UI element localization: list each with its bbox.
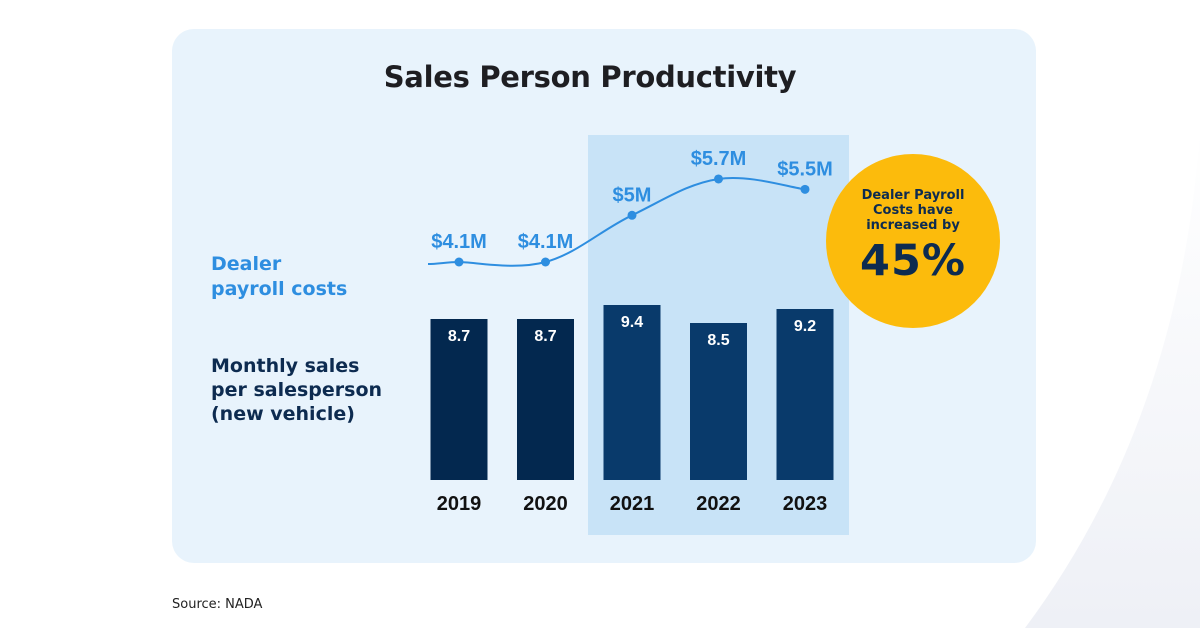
payroll-point-2019 bbox=[454, 257, 464, 267]
sales-label-line3: (new vehicle) bbox=[211, 403, 355, 425]
source-note: Source: NADA bbox=[172, 597, 263, 612]
payroll-value-label: $5M bbox=[613, 184, 652, 206]
bar-2023 bbox=[776, 309, 834, 480]
badge-caption: Dealer Payroll Costs have increased by bbox=[826, 188, 1000, 233]
bar-value-label: 8.7 bbox=[448, 328, 470, 345]
payroll-value-label: $4.1M bbox=[431, 231, 487, 253]
badge-line3: increased by bbox=[866, 218, 960, 233]
x-tick-label: 2019 bbox=[437, 493, 482, 515]
payroll-point-2022 bbox=[714, 174, 723, 184]
bar-2021 bbox=[603, 305, 661, 480]
badge-line2: Costs have bbox=[872, 203, 953, 218]
x-tick-label: 2020 bbox=[523, 493, 568, 515]
increase-badge: Dealer Payroll Costs have increased by 4… bbox=[826, 154, 1000, 328]
bar-value-label: 8.5 bbox=[707, 332, 729, 349]
sales-label-line1: Monthly sales bbox=[211, 355, 360, 377]
payroll-label-line1: Dealer bbox=[211, 253, 282, 275]
payroll-value-label: $4.1M bbox=[518, 231, 574, 253]
bar-2020 bbox=[517, 319, 574, 480]
x-tick-label: 2022 bbox=[696, 493, 741, 515]
payroll-point-2021 bbox=[627, 210, 637, 220]
payroll-point-2020 bbox=[541, 257, 550, 267]
sales-series-label: Monthly sales per salesperson (new vehic… bbox=[211, 354, 382, 426]
badge-line1: Dealer Payroll bbox=[861, 188, 965, 203]
payroll-value-label: $5.7M bbox=[691, 148, 747, 170]
sales-label-line2: per salesperson bbox=[211, 379, 383, 401]
bar-2019 bbox=[430, 319, 488, 480]
chart-title: Sales Person Productivity bbox=[383, 60, 797, 94]
bar-2022 bbox=[690, 323, 747, 480]
x-tick-label: 2021 bbox=[610, 493, 655, 515]
payroll-value-label: $5.5M bbox=[777, 158, 833, 180]
badge-percentage: 45% bbox=[860, 236, 966, 286]
payroll-series-label: Dealer payroll costs bbox=[211, 252, 347, 302]
bar-value-label: 9.2 bbox=[794, 318, 816, 335]
x-tick-label: 2023 bbox=[783, 493, 828, 515]
bar-value-label: 8.7 bbox=[534, 328, 556, 345]
payroll-point-2023 bbox=[800, 184, 810, 194]
payroll-label-line2: payroll costs bbox=[211, 278, 348, 300]
bar-value-label: 9.4 bbox=[621, 314, 643, 331]
